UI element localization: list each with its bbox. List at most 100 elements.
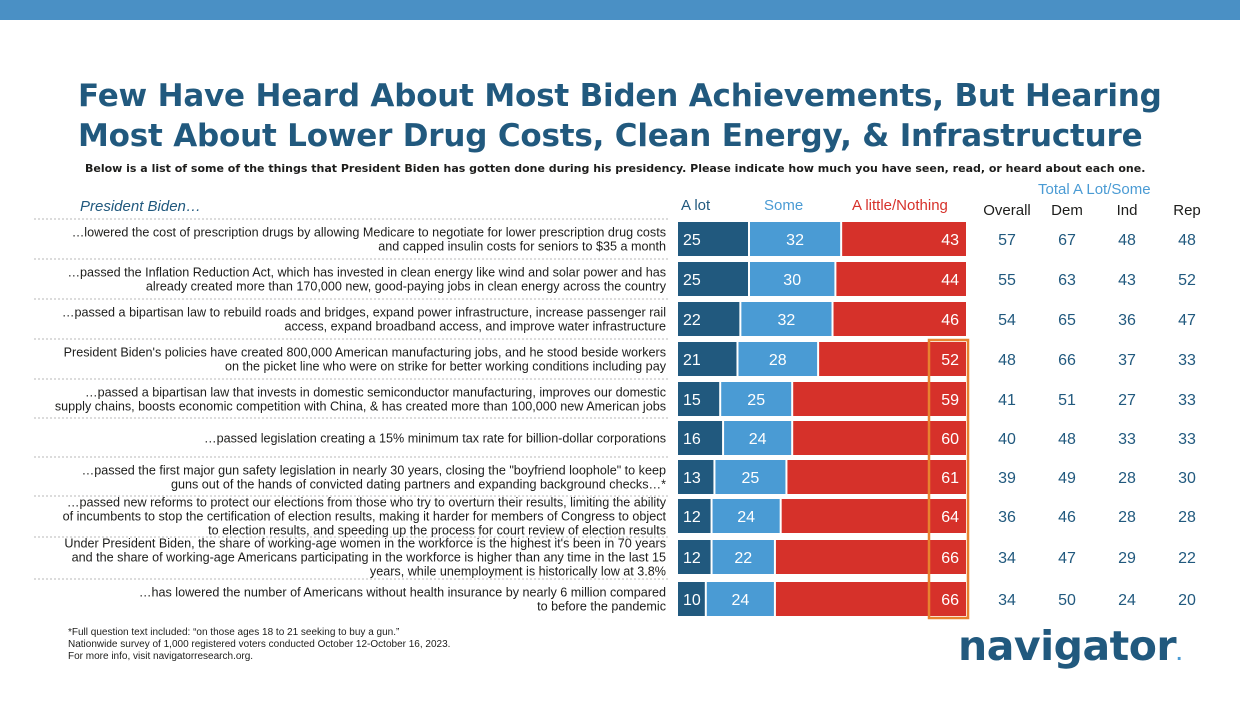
- bar-value-label: 59: [941, 392, 959, 409]
- bar-a-lot: [678, 262, 748, 296]
- bar-value-label: 60: [941, 431, 959, 448]
- row-label-line: …passed new reforms to protect our elect…: [67, 496, 667, 510]
- bar-a-lot: [678, 302, 740, 336]
- bar-value-label: 12: [683, 550, 701, 567]
- footnote-methodology: Nationwide survey of 1,000 registered vo…: [68, 639, 451, 650]
- total-value-overall: 34: [998, 592, 1016, 609]
- total-value-rep: 47: [1178, 312, 1196, 329]
- bar-value-label: 32: [778, 312, 796, 329]
- bar-value-label: 52: [941, 352, 959, 369]
- legend-a-lot: A lot: [681, 197, 711, 214]
- bar-little-nothing: [842, 222, 966, 256]
- bar-some: [721, 382, 792, 416]
- bar-value-label: 25: [683, 272, 701, 289]
- total-value-rep: 30: [1178, 470, 1196, 487]
- row-label-line: to election results, and speeding up the…: [208, 524, 666, 538]
- row-label-line: President Biden's policies have created …: [64, 346, 666, 360]
- legend-some: Some: [764, 197, 804, 214]
- bar-a-lot: [678, 421, 723, 455]
- total-value-dem: 66: [1058, 352, 1076, 369]
- bar-some: [712, 540, 774, 574]
- row-label-line: supply chains, boosts economic competiti…: [55, 400, 666, 414]
- row-label-line: of incumbents to stop the certification …: [63, 510, 667, 524]
- row-label-line: and capped insulin costs for seniors to …: [378, 240, 666, 254]
- bar-value-label: 66: [941, 592, 959, 609]
- row-header: President Biden…: [80, 198, 201, 215]
- chart-title: Few Have Heard About Most Biden Achievem…: [78, 76, 1198, 156]
- bar-some: [741, 302, 832, 336]
- title-line-2: Most About Lower Drug Costs, Clean Energ…: [78, 118, 1143, 154]
- bar-some: [715, 460, 786, 494]
- total-value-ind: 29: [1118, 550, 1136, 567]
- bar-some: [738, 342, 818, 376]
- total-value-ind: 24: [1118, 592, 1136, 609]
- bar-value-label: 16: [683, 431, 701, 448]
- total-value-dem: 48: [1058, 431, 1076, 448]
- column-header-rep: Rep: [1173, 202, 1201, 219]
- highlight-box: [927, 338, 970, 620]
- bar-little-nothing: [793, 421, 966, 455]
- total-value-ind: 37: [1118, 352, 1136, 369]
- row-label-line: on the picket line who were on strike fo…: [225, 360, 667, 374]
- column-header-dem: Dem: [1051, 202, 1083, 219]
- total-value-overall: 41: [998, 392, 1016, 409]
- bar-little-nothing: [833, 302, 966, 336]
- column-header-ind: Ind: [1116, 202, 1138, 219]
- total-value-overall: 36: [998, 509, 1016, 526]
- row-label-line: years, while unemployment is historicall…: [370, 565, 666, 579]
- legend-little-nothing: A little/Nothing: [852, 197, 948, 214]
- total-value-rep: 48: [1178, 232, 1196, 249]
- bar-little-nothing: [836, 262, 966, 296]
- row-label-line: …has lowered the number of Americans wit…: [139, 586, 666, 600]
- footnotes: *Full question text included: “on those …: [68, 627, 450, 663]
- footnote-more-info: For more info, visit navigatorresearch.o…: [68, 651, 254, 662]
- logo-dot: .: [1176, 645, 1182, 664]
- total-value-ind: 28: [1118, 470, 1136, 487]
- row-label-line: and the share of working-age Americans p…: [72, 551, 666, 565]
- total-value-ind: 27: [1118, 392, 1136, 409]
- row-label-line: …passed the first major gun safety legis…: [82, 464, 666, 478]
- bar-little-nothing: [775, 540, 966, 574]
- row-label-line: …passed legislation creating a 15% minim…: [204, 432, 666, 446]
- bar-value-label: 43: [941, 232, 959, 249]
- total-value-dem: 63: [1058, 272, 1076, 289]
- row-label-line: …passed the Inflation Reduction Act, whi…: [67, 266, 666, 280]
- total-value-overall: 39: [998, 470, 1016, 487]
- bar-value-label: 61: [941, 470, 959, 487]
- bar-value-label: 30: [783, 272, 801, 289]
- total-value-overall: 55: [998, 272, 1016, 289]
- navigator-logo: navigator.: [958, 622, 1182, 670]
- bar-value-label: 15: [683, 392, 701, 409]
- bar-a-lot: [678, 540, 711, 574]
- title-line-1: Few Have Heard About Most Biden Achievem…: [78, 78, 1162, 114]
- footnote-question: *Full question text included: “on those …: [68, 627, 400, 638]
- total-value-ind: 33: [1118, 431, 1136, 448]
- column-header-overall: Overall: [983, 202, 1031, 219]
- bar-value-label: 12: [683, 509, 701, 526]
- total-value-rep: 33: [1178, 392, 1196, 409]
- row-label-line: Under President Biden, the share of work…: [64, 537, 666, 551]
- total-value-rep: 33: [1178, 352, 1196, 369]
- total-value-ind: 36: [1118, 312, 1136, 329]
- total-value-overall: 48: [998, 352, 1016, 369]
- total-value-dem: 46: [1058, 509, 1076, 526]
- bar-value-label: 21: [683, 352, 701, 369]
- total-value-dem: 67: [1058, 232, 1076, 249]
- bar-value-label: 64: [941, 509, 959, 526]
- bar-value-label: 24: [731, 592, 749, 609]
- bar-value-label: 22: [683, 312, 701, 329]
- bar-some: [706, 582, 774, 616]
- total-header: Total A Lot/Some: [1038, 181, 1151, 198]
- bar-little-nothing: [781, 499, 966, 533]
- total-value-overall: 40: [998, 431, 1016, 448]
- total-value-overall: 34: [998, 550, 1016, 567]
- bar-value-label: 25: [742, 470, 760, 487]
- bar-some: [712, 499, 780, 533]
- total-value-rep: 33: [1178, 431, 1196, 448]
- chart-subtitle: Below is a list of some of the things th…: [85, 162, 1146, 175]
- total-value-overall: 57: [998, 232, 1016, 249]
- bar-value-label: 66: [941, 550, 959, 567]
- bar-little-nothing: [787, 460, 966, 494]
- bar-value-label: 25: [747, 392, 765, 409]
- row-label-line: already created more than 170,000 new, g…: [146, 280, 667, 294]
